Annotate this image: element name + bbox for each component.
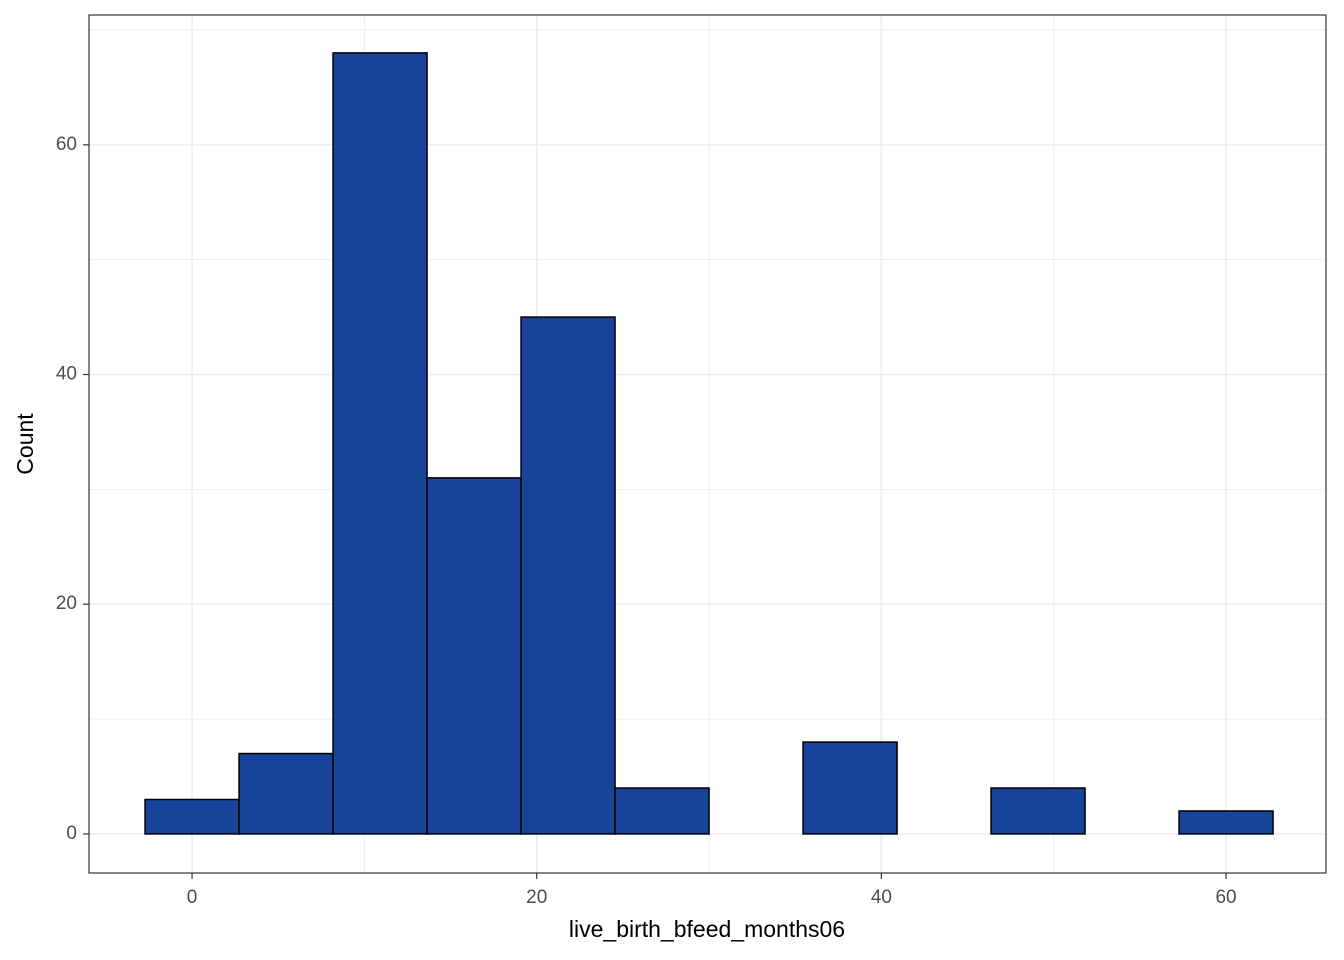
bar xyxy=(144,798,240,835)
y-tick-label: 60 xyxy=(56,134,77,155)
y-tick-label: 0 xyxy=(66,823,77,844)
bar xyxy=(990,787,1086,835)
grid xyxy=(89,15,1326,873)
x-axis-title: live_birth_bfeed_months06 xyxy=(569,916,845,942)
x-tick-label: 20 xyxy=(526,887,547,908)
y-tick-label: 40 xyxy=(56,364,77,385)
bar xyxy=(332,52,428,835)
bar xyxy=(802,741,898,835)
x-tick-label: 40 xyxy=(871,887,892,908)
bar xyxy=(238,752,334,835)
y-axis-title: Count xyxy=(12,413,38,475)
bar xyxy=(426,477,522,835)
y-tick-label: 20 xyxy=(56,593,77,614)
bar xyxy=(614,787,710,835)
bars xyxy=(144,52,1274,835)
bar xyxy=(1178,810,1274,835)
bar xyxy=(520,316,616,835)
x-tick-label: 0 xyxy=(187,887,198,908)
x-tick-label: 60 xyxy=(1215,887,1236,908)
panel-border xyxy=(88,14,1327,874)
